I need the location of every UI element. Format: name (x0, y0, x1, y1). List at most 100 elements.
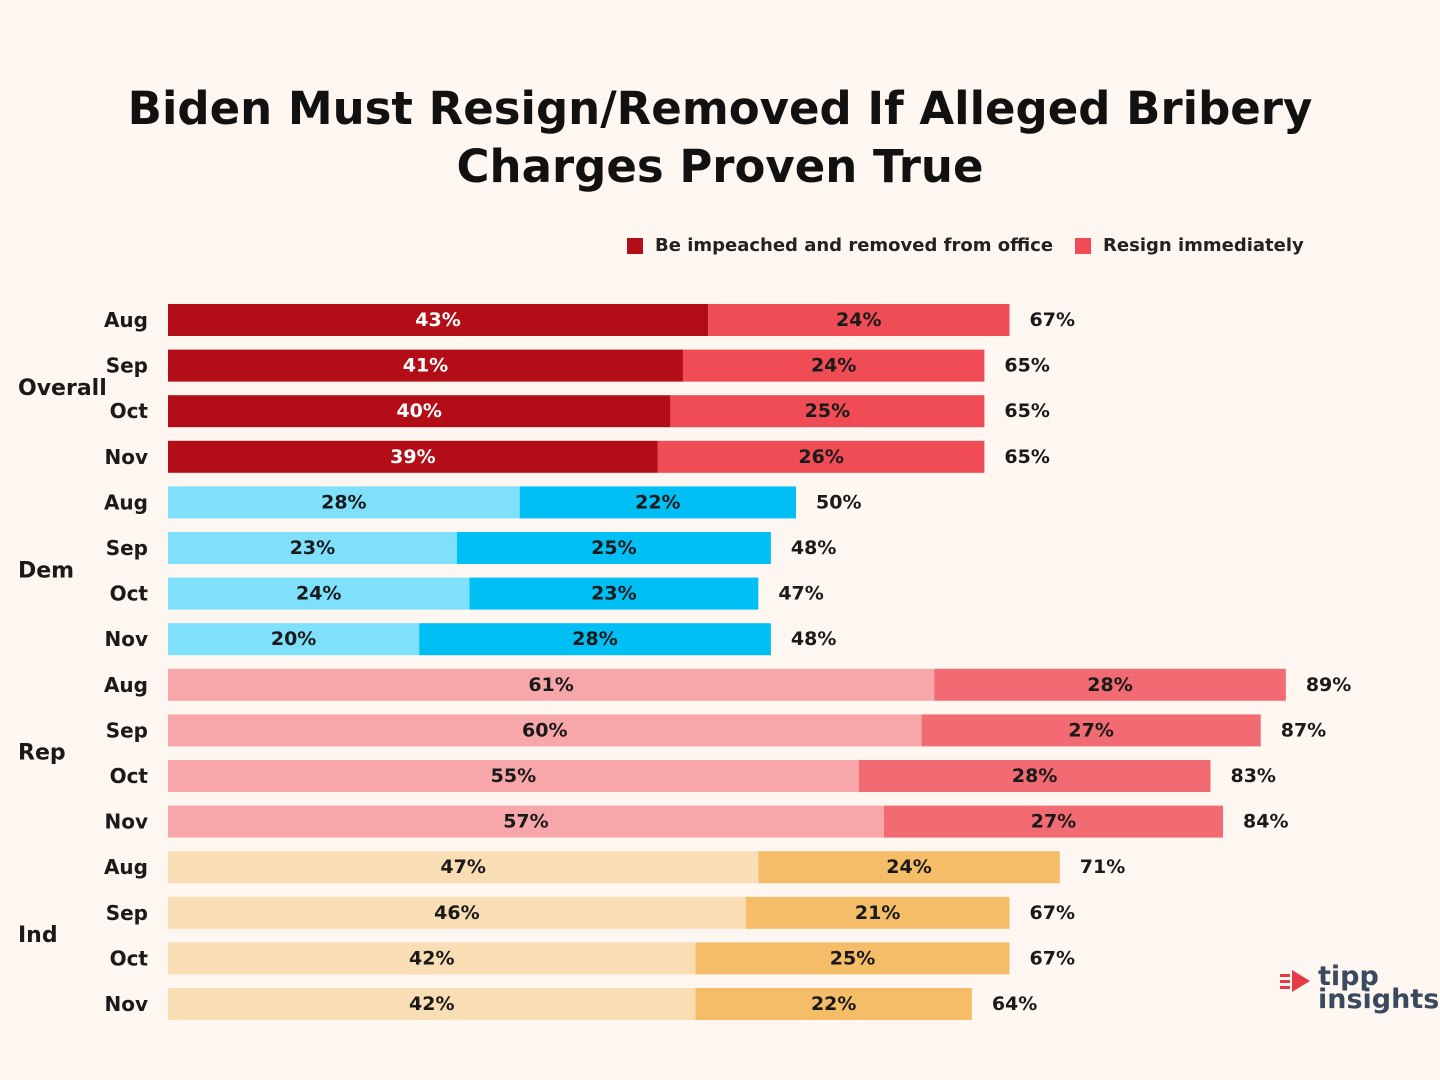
tick-label-overall-nov: Nov (104, 445, 148, 469)
group-label-rep: Rep (18, 741, 66, 766)
bar-overall-aug-resign (708, 304, 1010, 336)
total-label-dem-sep: 48% (791, 537, 836, 559)
bar-overall-sep-resign (682, 349, 985, 382)
tick-label-dem-aug: Aug (104, 490, 148, 514)
bar-ind-sep-impeached (168, 896, 746, 929)
total-label-rep-aug: 89% (1306, 674, 1351, 696)
data-label-dem-sep-resign: 25% (591, 537, 636, 559)
bar-dem-nov-impeached (168, 623, 420, 656)
bar-rep-aug-resign (934, 668, 1286, 701)
tick-label-rep-aug: Aug (104, 673, 148, 697)
legend-entry-resign: Resign immediately (1075, 235, 1304, 256)
data-label-rep-sep-impeached: 60% (522, 719, 567, 741)
data-label-overall-oct-impeached: 40% (396, 400, 441, 422)
chart-title: Biden Must Resign/Removed If Alleged Bri… (0, 80, 1440, 196)
bar-rep-aug-impeached (168, 668, 935, 701)
legend: Be impeached and removed from office Res… (627, 235, 1304, 256)
bar-rep-sep-resign (921, 714, 1261, 747)
total-label-overall-aug: 67% (1030, 309, 1075, 331)
data-label-rep-aug-impeached: 61% (528, 674, 573, 696)
bar-dem-aug-resign (519, 486, 796, 519)
total-label-rep-nov: 84% (1243, 811, 1288, 833)
tick-label-rep-oct: Oct (110, 764, 149, 788)
bar-ind-aug-impeached (168, 851, 759, 884)
tick-label-dem-sep: Sep (106, 536, 148, 560)
total-label-overall-nov: 65% (1004, 446, 1049, 468)
data-label-dem-oct-impeached: 24% (296, 583, 341, 605)
logo-text-tipp: tipp (1318, 961, 1379, 992)
bar-rep-oct-impeached (168, 760, 859, 792)
bar-overall-nov-impeached (168, 440, 658, 473)
tick-label-overall-oct: Oct (110, 399, 149, 423)
logo-arrow-icon (1280, 970, 1310, 992)
tick-label-dem-oct: Oct (110, 582, 149, 606)
data-label-overall-aug-resign: 24% (836, 309, 881, 331)
total-label-dem-nov: 48% (791, 628, 836, 650)
bar-ind-sep-resign (745, 896, 1010, 929)
tick-label-rep-sep: Sep (106, 718, 148, 742)
data-label-overall-sep-resign: 24% (811, 355, 856, 377)
bar-overall-nov-resign (657, 440, 985, 473)
bar-ind-aug-resign (758, 851, 1060, 884)
bar-ind-oct-impeached (168, 942, 696, 975)
data-label-dem-sep-impeached: 23% (290, 537, 335, 559)
bar-dem-nov-resign (419, 623, 771, 656)
bar-overall-oct-impeached (168, 395, 671, 428)
legend-swatch-resign (1075, 237, 1092, 254)
chart-title-line-2: Charges Proven True (456, 140, 984, 193)
tipp-insights-logo: tipp insights (1280, 961, 1439, 1018)
data-label-dem-nov-resign: 28% (572, 628, 617, 650)
tick-label-ind-nov: Nov (104, 992, 148, 1016)
data-label-ind-aug-impeached: 47% (440, 856, 485, 878)
bar-rep-oct-resign (858, 760, 1211, 792)
data-label-rep-sep-resign: 27% (1068, 719, 1113, 741)
data-label-ind-sep-impeached: 46% (434, 902, 479, 924)
tick-label-overall-sep: Sep (106, 354, 148, 378)
total-label-ind-nov: 64% (992, 993, 1037, 1015)
bar-rep-nov-impeached (168, 805, 884, 838)
chart-title-line-1: Biden Must Resign/Removed If Alleged Bri… (127, 82, 1313, 135)
group-label-overall: Overall (18, 376, 107, 401)
tick-label-ind-sep: Sep (106, 901, 148, 925)
tick-label-ind-aug: Aug (104, 855, 148, 879)
logo-text-insights: insights (1318, 984, 1440, 1015)
total-label-ind-sep: 67% (1030, 902, 1075, 924)
data-label-overall-oct-resign: 25% (805, 400, 850, 422)
bar-ind-oct-resign (695, 942, 1010, 975)
bar-rep-sep-impeached (168, 714, 922, 747)
bar-overall-sep-impeached (168, 349, 683, 382)
total-label-ind-aug: 71% (1080, 856, 1125, 878)
data-label-rep-nov-impeached: 57% (503, 811, 548, 833)
tick-label-rep-nov: Nov (104, 810, 148, 834)
data-label-overall-nov-resign: 26% (798, 446, 843, 468)
data-label-overall-nov-impeached: 39% (390, 446, 435, 468)
data-label-dem-nov-impeached: 20% (271, 628, 316, 650)
data-label-dem-aug-resign: 22% (635, 491, 680, 513)
legend-swatch-impeached (627, 237, 643, 254)
tick-label-ind-oct: Oct (110, 946, 149, 970)
data-label-ind-sep-resign: 21% (855, 902, 900, 924)
bar-overall-oct-resign (670, 395, 985, 428)
group-label-ind: Ind (18, 923, 58, 948)
tick-label-overall-aug: Aug (104, 308, 148, 332)
data-label-ind-nov-resign: 22% (811, 993, 856, 1015)
bar-dem-sep-impeached (168, 532, 457, 564)
legend-label-impeached: Be impeached and removed from office (655, 235, 1054, 256)
data-label-dem-oct-resign: 23% (591, 583, 636, 605)
data-label-rep-oct-resign: 28% (1012, 765, 1057, 787)
bar-ind-nov-resign (695, 988, 972, 1020)
legend-label-resign: Resign immediately (1103, 235, 1304, 256)
bar-ind-nov-impeached (168, 988, 696, 1020)
bar-dem-aug-impeached (168, 486, 520, 519)
total-label-dem-aug: 50% (816, 491, 861, 513)
data-label-ind-nov-impeached: 42% (409, 993, 454, 1015)
total-label-rep-sep: 87% (1281, 719, 1326, 741)
bar-rep-nov-resign (883, 805, 1224, 838)
data-label-rep-aug-resign: 28% (1087, 674, 1132, 696)
legend-entry-impeached: Be impeached and removed from office (627, 235, 1053, 256)
total-label-ind-oct: 67% (1030, 947, 1075, 969)
data-label-overall-aug-impeached: 43% (415, 309, 460, 331)
bar-overall-aug-impeached (168, 304, 709, 336)
total-label-dem-oct: 47% (778, 583, 823, 605)
bar-dem-oct-impeached (168, 577, 470, 610)
